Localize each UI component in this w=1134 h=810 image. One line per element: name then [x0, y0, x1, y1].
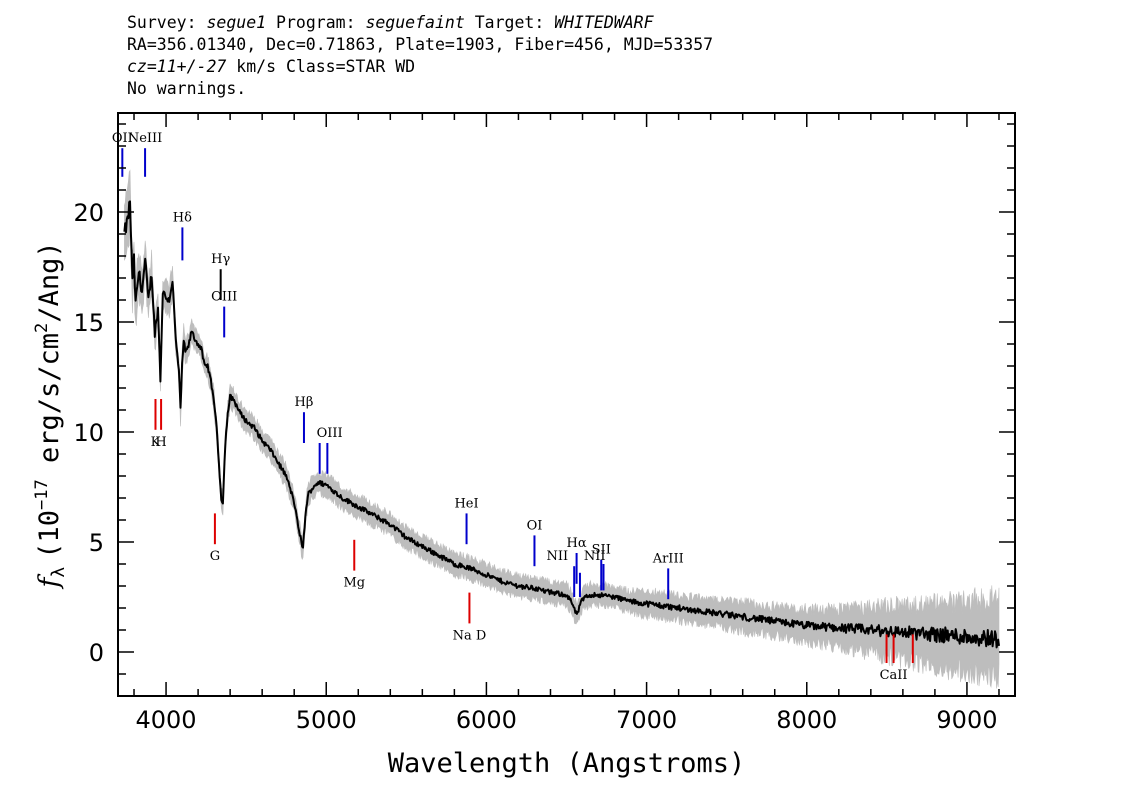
x-tick-label: 8000 [776, 706, 837, 734]
y-axis-subscript: λ [48, 567, 69, 578]
error-band [124, 169, 1000, 689]
program-label: Program: [266, 13, 366, 32]
line-label: SII [592, 543, 611, 558]
line-label: NeIII [128, 131, 162, 146]
line-label: CaII [880, 668, 908, 683]
line-label: Na D [453, 628, 487, 643]
line-label: Hδ [173, 210, 192, 225]
program-value: seguefaint [365, 13, 465, 32]
y-tick-label: 5 [89, 529, 104, 557]
line-label: NII [547, 549, 569, 564]
redshift-unit: km/s Class=STAR WD [226, 57, 416, 76]
line-label: OI [527, 518, 543, 533]
line-label: H [155, 435, 166, 450]
x-axis-label: Wavelength (Angstroms) [388, 748, 746, 779]
spectrum-header: Survey: segue1 Program: seguefaint Targe… [127, 12, 1027, 100]
line-label: ArIII [652, 551, 684, 566]
line-label: OIII [211, 290, 237, 305]
survey-value: segue1 [206, 13, 267, 32]
y-axis-label: fλ(10−17 erg/s/cm2/Ang) [32, 241, 69, 589]
y-axis-sq: 2 [32, 323, 52, 333]
y-tick-label: 15 [73, 309, 104, 337]
spectrum-layer [123, 200, 1000, 649]
x-tick-label: 6000 [456, 706, 517, 734]
warnings-line: No warnings. [127, 79, 247, 98]
target-label: Target: [464, 13, 555, 32]
redshift-value: cz=11+/-27 [127, 57, 227, 76]
target-value: WHITEDWARF [554, 13, 654, 32]
y-axis-units: (10 [34, 510, 65, 559]
line-label: OIII [317, 426, 343, 441]
x-tick-label: 4000 [136, 706, 197, 734]
x-tick-label: 9000 [936, 706, 997, 734]
line-label: G [210, 549, 220, 564]
survey-line: Survey: segue1 Program: seguefaint Targe… [127, 12, 1027, 34]
line-label: Hγ [211, 252, 230, 267]
redshift-line: cz=11+/-27 km/s Class=STAR WD [127, 56, 1027, 78]
y-axis-rest: erg/s/cm [34, 333, 65, 479]
line-label: Mg [343, 576, 365, 591]
line-label: Hβ [295, 395, 314, 410]
y-tick-label: 20 [73, 199, 104, 227]
y-axis-exponent: −17 [32, 479, 52, 510]
error-band-layer [124, 169, 1000, 689]
coords-line: RA=356.01340, Dec=0.71863, Plate=1903, F… [127, 35, 714, 54]
x-tick-label: 7000 [616, 706, 677, 734]
y-axis-tail: /Ang) [34, 241, 65, 322]
y-tick-label: 10 [73, 419, 104, 447]
ticks-layer: 4000 5000 6000 7000 8000 9000 0 5 10 15 20 [73, 113, 1015, 734]
line-label: NII [584, 549, 606, 564]
spectrum-line [123, 200, 1000, 649]
y-tick-label: 0 [89, 639, 104, 667]
survey-label: Survey: [127, 13, 207, 32]
x-tick-label: 5000 [296, 706, 357, 734]
line-label: HeI [454, 496, 478, 511]
plot-frame [117, 112, 1016, 697]
line-label: Hα [567, 536, 587, 551]
line-label: K [151, 435, 161, 450]
